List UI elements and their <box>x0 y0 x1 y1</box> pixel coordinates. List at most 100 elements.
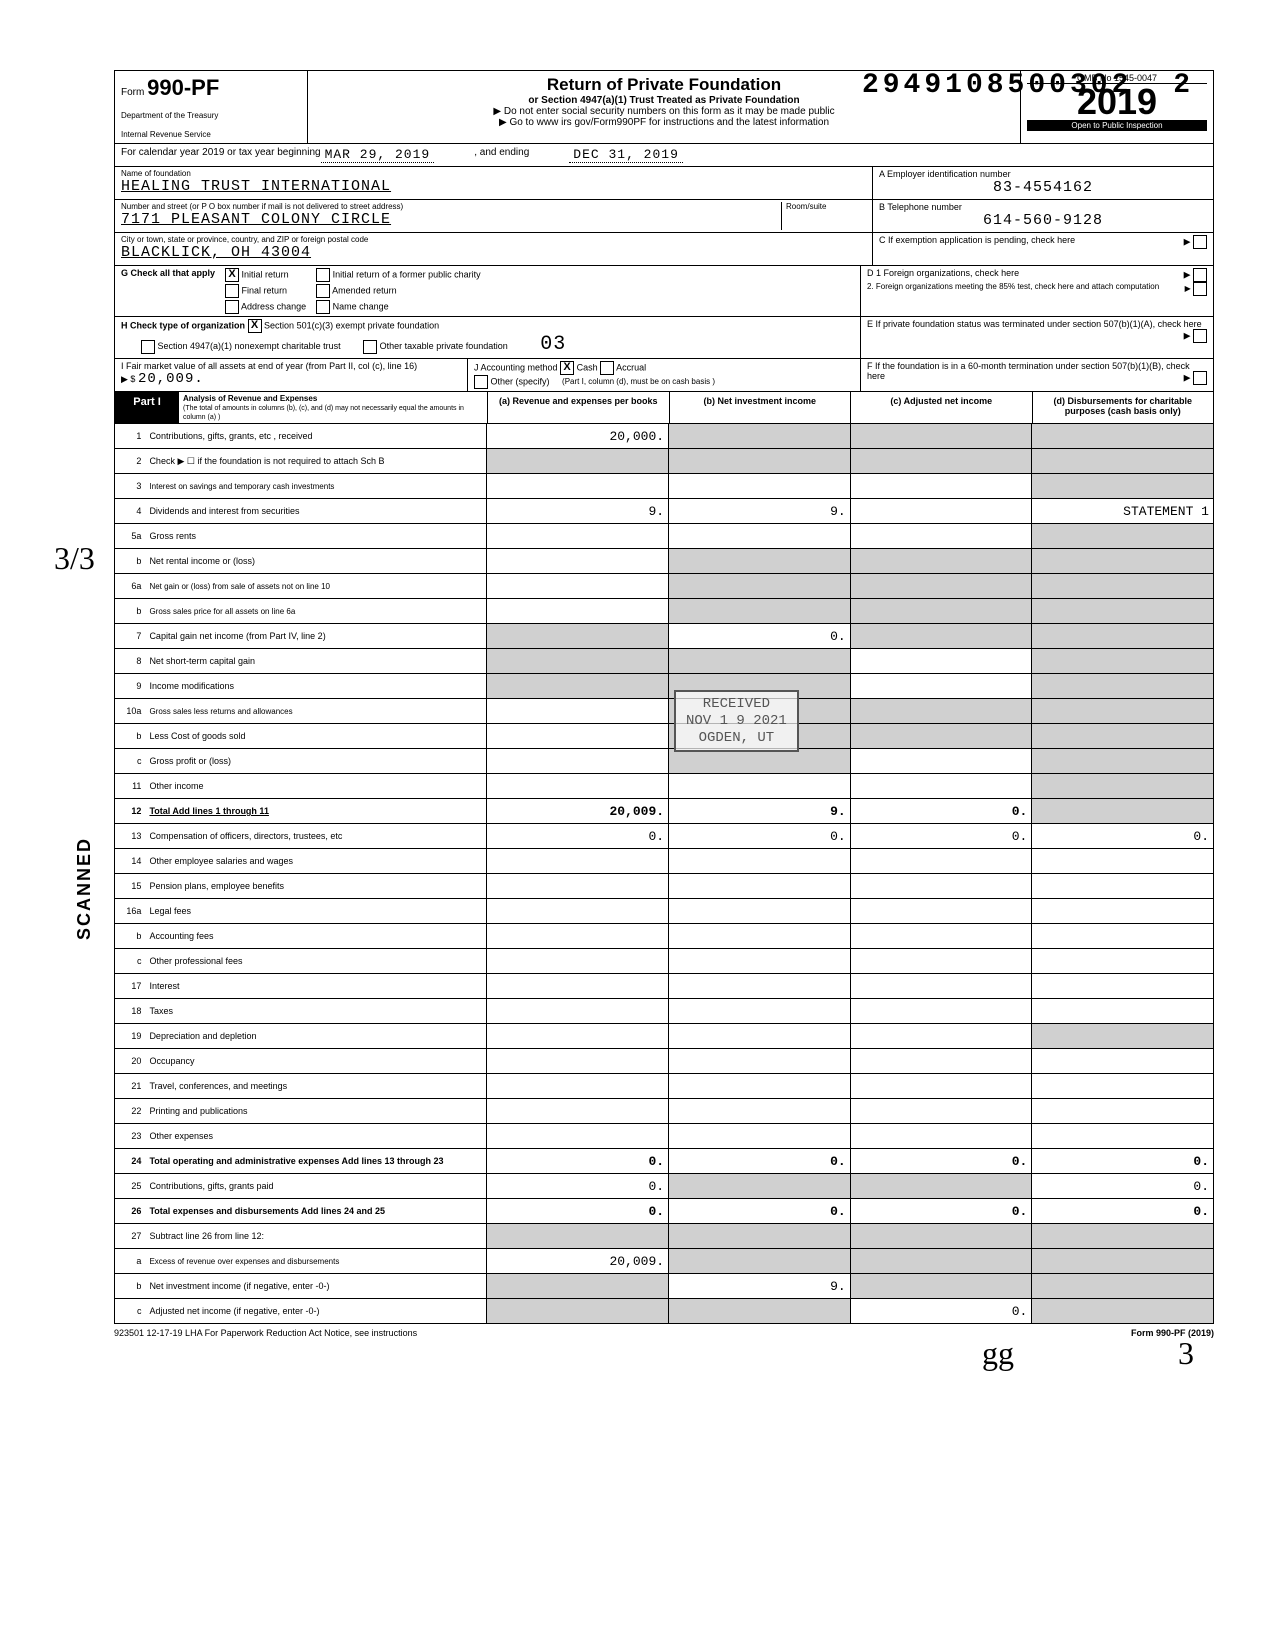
form-subtitle-2: ▶ Do not enter social security numbers o… <box>314 106 1014 117</box>
cb-d1[interactable] <box>1193 268 1207 282</box>
table-row: 9Income modifications <box>115 674 1214 699</box>
footer-left: 923501 12-17-19 LHA For Paperwork Reduct… <box>114 1328 417 1338</box>
h-opt2: Section 4947(a)(1) nonexempt charitable … <box>158 341 341 351</box>
footer-right: Form 990-PF (2019) <box>1131 1328 1214 1338</box>
identity-block: Name of foundation HEALING TRUST INTERNA… <box>114 167 1214 266</box>
h-opt3: Other taxable private foundation <box>380 341 508 351</box>
table-row: 18Taxes <box>115 999 1214 1024</box>
table-row: cGross profit or (loss) <box>115 749 1214 774</box>
table-row: 27Subtract line 26 from line 12: <box>115 1224 1214 1249</box>
table-row: 26Total expenses and disbursements Add l… <box>115 1199 1214 1224</box>
form-number: 990-PF <box>147 75 219 100</box>
cb-other-method[interactable] <box>474 375 488 389</box>
table-row: 4Dividends and interest from securities9… <box>115 499 1214 524</box>
cb-final-return[interactable] <box>225 284 239 298</box>
header-left: Form 990-PF Department of the Treasury I… <box>115 71 308 143</box>
cb-initial-former[interactable] <box>316 268 330 282</box>
cb-address-change[interactable] <box>225 300 239 314</box>
city-label: City or town, state or province, country… <box>121 235 866 244</box>
g-opt-3: Initial return of a former public charit… <box>333 269 481 279</box>
table-row: bNet investment income (if negative, ent… <box>115 1274 1214 1299</box>
row-i-j-f: I Fair market value of all assets at end… <box>114 359 1214 392</box>
table-row: 15Pension plans, employee benefits <box>115 874 1214 899</box>
table-row: bAccounting fees <box>115 924 1214 949</box>
box-d-label1: D 1 Foreign organizations, check here <box>867 268 1019 278</box>
received-stamp: RECEIVED NOV 1 9 2021 OGDEN, UT <box>674 690 799 752</box>
cb-name-change[interactable] <box>316 300 330 314</box>
foundation-address: 7171 PLEASANT COLONY CIRCLE <box>121 211 391 228</box>
table-row: 19Depreciation and depletion <box>115 1024 1214 1049</box>
identity-left: Name of foundation HEALING TRUST INTERNA… <box>115 167 872 265</box>
fmv-value: 20,009. <box>138 371 204 387</box>
row-g-d: G Check all that apply X Initial return … <box>114 266 1214 317</box>
tax-year-begin: MAR 29, 2019 <box>321 147 435 163</box>
stamp-location: OGDEN, UT <box>686 730 787 747</box>
addr-label: Number and street (or P O box number if … <box>121 202 781 211</box>
g-opt-0: Initial return <box>242 269 289 279</box>
table-row: 12Total Add lines 1 through 1120,009.9.0… <box>115 799 1214 824</box>
table-row: aExcess of revenue over expenses and dis… <box>115 1249 1214 1274</box>
room-label: Room/suite <box>786 202 866 211</box>
table-row: bNet rental income or (loss) <box>115 549 1214 574</box>
row-h-e: H Check type of organization X Section 5… <box>114 317 1214 359</box>
cb-d2[interactable] <box>1193 282 1207 296</box>
calyear-label-a: For calendar year 2019 or tax year begin… <box>121 147 321 163</box>
j-label: J Accounting method <box>474 362 558 372</box>
table-row: 16aLegal fees <box>115 899 1214 924</box>
table-row: cAdjusted net income (if negative, enter… <box>115 1299 1214 1324</box>
ein-value: 83-4554162 <box>879 179 1207 196</box>
stamp-received: RECEIVED <box>686 696 787 713</box>
table-row: bGross sales price for all assets on lin… <box>115 599 1214 624</box>
dln-suffix: 2 <box>1173 70 1194 101</box>
scanned-stamp: SCANNED <box>74 837 95 940</box>
table-row: 21Travel, conferences, and meetings <box>115 1074 1214 1099</box>
calendar-year-row: For calendar year 2019 or tax year begin… <box>114 144 1214 167</box>
h-label: H Check type of organization <box>121 320 245 330</box>
table-row: bLess Cost of goods sold <box>115 724 1214 749</box>
j-other: Other (specify) <box>491 376 550 386</box>
g-opt-1: Final return <box>242 285 288 295</box>
table-row: 2Check ▶ ☐ if the foundation is not requ… <box>115 449 1214 474</box>
table-row: 8Net short-term capital gain <box>115 649 1214 674</box>
cb-e[interactable] <box>1193 329 1207 343</box>
form-prefix: Form <box>121 87 144 98</box>
dln-number: 2949108500302 <box>862 70 1132 101</box>
cb-amended[interactable] <box>316 284 330 298</box>
g-opt-2: Address change <box>241 301 306 311</box>
page-footer: 923501 12-17-19 LHA For Paperwork Reduct… <box>114 1324 1214 1342</box>
cb-h-other[interactable] <box>363 340 377 354</box>
cb-h-501c3[interactable]: X <box>248 319 262 333</box>
table-row: 17Interest <box>115 974 1214 999</box>
handwritten-three: 3 <box>1178 1335 1194 1372</box>
calyear-label-b: , and ending <box>474 147 529 163</box>
dln-block: 2949108500302 2 <box>862 70 1194 101</box>
box-c-label: C If exemption application is pending, c… <box>879 235 1075 245</box>
g-label: G Check all that apply <box>121 268 215 278</box>
table-row: 10aGross sales less returns and allowanc… <box>115 699 1214 724</box>
cb-f[interactable] <box>1193 371 1207 385</box>
cb-cash[interactable]: X <box>560 361 574 375</box>
table-row: 6aNet gain or (loss) from sale of assets… <box>115 574 1214 599</box>
box-f-label: F If the foundation is in a 60-month ter… <box>867 361 1190 381</box>
box-c-checkbox[interactable] <box>1193 235 1207 249</box>
table-row: 13Compensation of officers, directors, t… <box>115 824 1214 849</box>
h-opt1: Section 501(c)(3) exempt private foundat… <box>264 320 439 330</box>
cb-accrual[interactable] <box>600 361 614 375</box>
cb-h-4947[interactable] <box>141 340 155 354</box>
handwritten-fraction: 3/3 <box>54 540 95 577</box>
cb-initial-return[interactable]: X <box>225 268 239 282</box>
box-a-label: A Employer identification number <box>879 169 1011 179</box>
open-inspection: Open to Public Inspection <box>1027 120 1207 131</box>
tax-year-end: DEC 31, 2019 <box>569 147 683 163</box>
part1-title: Analysis of Revenue and Expenses <box>183 394 317 403</box>
table-row: 5aGross rents <box>115 524 1214 549</box>
col-b-head: (b) Net investment income <box>670 392 852 423</box>
box-d-label2: 2. Foreign organizations meeting the 85%… <box>867 282 1159 291</box>
form-subtitle-3: ▶ Go to www irs gov/Form990PF for instru… <box>314 117 1014 128</box>
box-b-label: B Telephone number <box>879 202 962 212</box>
form-page: 2949108500302 2 3/3 Form 990-PF Departme… <box>114 70 1214 1342</box>
col-c-head: (c) Adjusted net income <box>851 392 1033 423</box>
j-accrual: Accrual <box>616 362 646 372</box>
i-note: (Part I, column (d), must be on cash bas… <box>562 377 715 386</box>
table-row: 14Other employee salaries and wages <box>115 849 1214 874</box>
